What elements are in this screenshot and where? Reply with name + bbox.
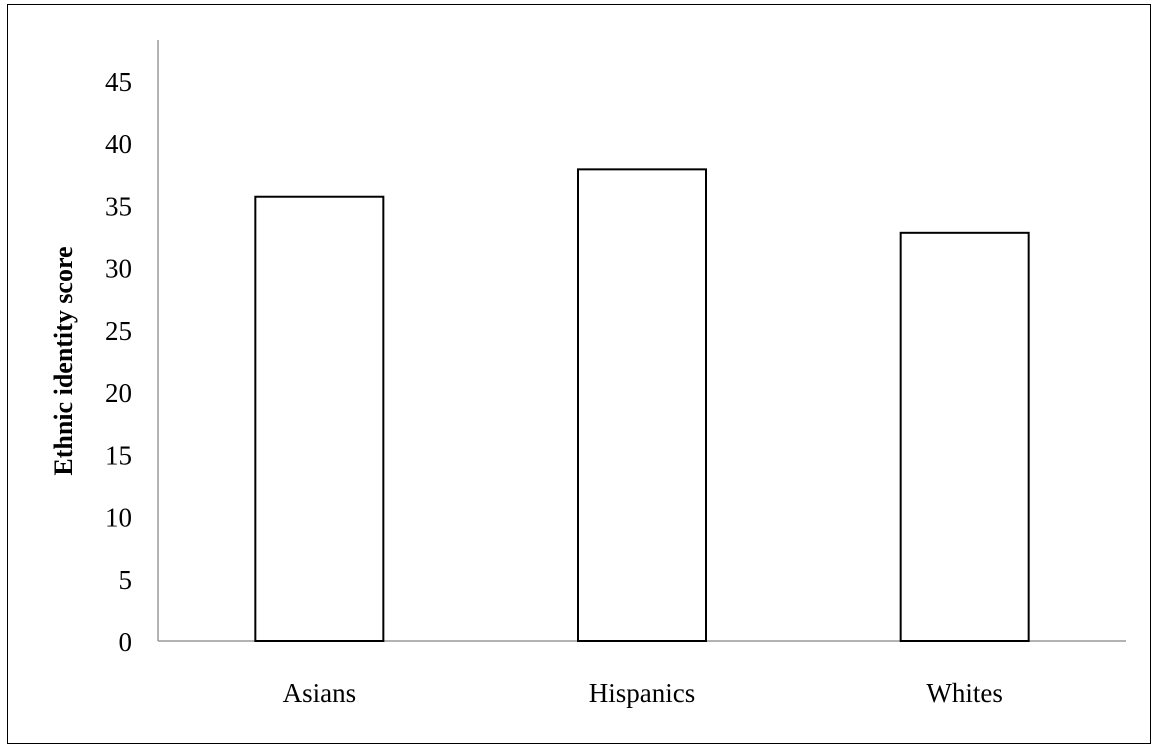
x-tick-label: Asians	[283, 678, 357, 708]
bars	[254, 168, 1030, 642]
y-tick-label: 35	[105, 191, 132, 221]
y-tick-label: 20	[105, 378, 132, 408]
y-tick-label: 30	[105, 254, 132, 284]
y-tick-label: 10	[105, 503, 132, 533]
y-axis-label: Ethnic identity score	[49, 246, 78, 475]
y-tick-label: 0	[119, 627, 133, 657]
y-tick-labels: 0 5 10 15 20 25 30 35 40 45	[105, 67, 132, 657]
bar-whites	[899, 231, 1030, 642]
y-tick-label: 40	[105, 129, 132, 159]
bar-asians	[254, 195, 385, 642]
x-tick-label: Whites	[926, 678, 1002, 708]
y-tick-label: 25	[105, 316, 132, 346]
y-tick-label: 5	[119, 565, 133, 595]
y-tick-label: 45	[105, 67, 132, 97]
bar-hispanics	[577, 168, 707, 642]
x-tick-label: Hispanics	[589, 678, 695, 708]
x-tick-labels: Asians Hispanics Whites	[283, 678, 1003, 708]
y-tick-label: 15	[105, 440, 132, 470]
